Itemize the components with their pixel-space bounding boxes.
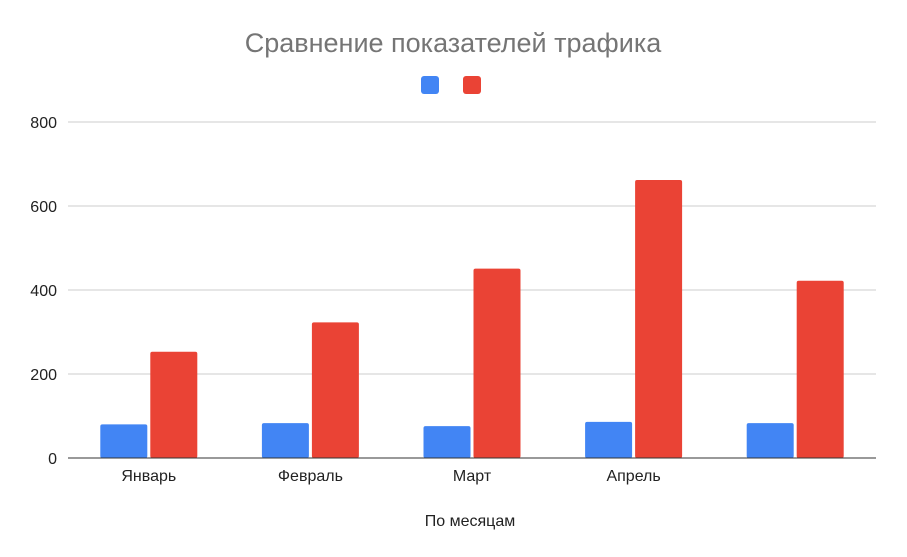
- bar-series-1-1: [100, 424, 148, 458]
- y-tick-label: 400: [30, 283, 57, 300]
- legend-swatch-1: [421, 76, 439, 94]
- legend: [421, 76, 481, 94]
- bars: [100, 179, 844, 458]
- bar-series-1-4: [585, 421, 633, 458]
- bar-series-1-2: [261, 423, 309, 458]
- legend-swatch-2: [463, 76, 481, 94]
- bar-series-2-1: [150, 351, 198, 458]
- y-axis-ticks: 0 200 400 600 800: [30, 115, 57, 468]
- x-tick-label: Февраль: [278, 468, 343, 485]
- bar-series-1-5: [746, 423, 794, 458]
- x-axis-ticks: Январь Февраль Март Апрель: [121, 468, 660, 485]
- bar-series-2-3: [473, 268, 521, 458]
- y-tick-label: 800: [30, 115, 57, 132]
- x-tick-label: Апрель: [606, 468, 660, 485]
- chart-title: Сравнение показателей трафика: [245, 28, 663, 58]
- x-tick-label: Март: [453, 468, 492, 485]
- y-tick-label: 600: [30, 199, 57, 216]
- y-tick-label: 200: [30, 367, 57, 384]
- bar-series-1-3: [423, 426, 471, 458]
- x-tick-label: Январь: [121, 468, 176, 485]
- y-tick-label: 0: [48, 451, 57, 468]
- gridlines: [68, 121, 876, 375]
- bar-series-2-2: [311, 322, 359, 458]
- x-axis-label: По месяцам: [425, 513, 515, 530]
- bar-series-2-5: [796, 280, 844, 458]
- bar-series-2-4: [635, 179, 683, 458]
